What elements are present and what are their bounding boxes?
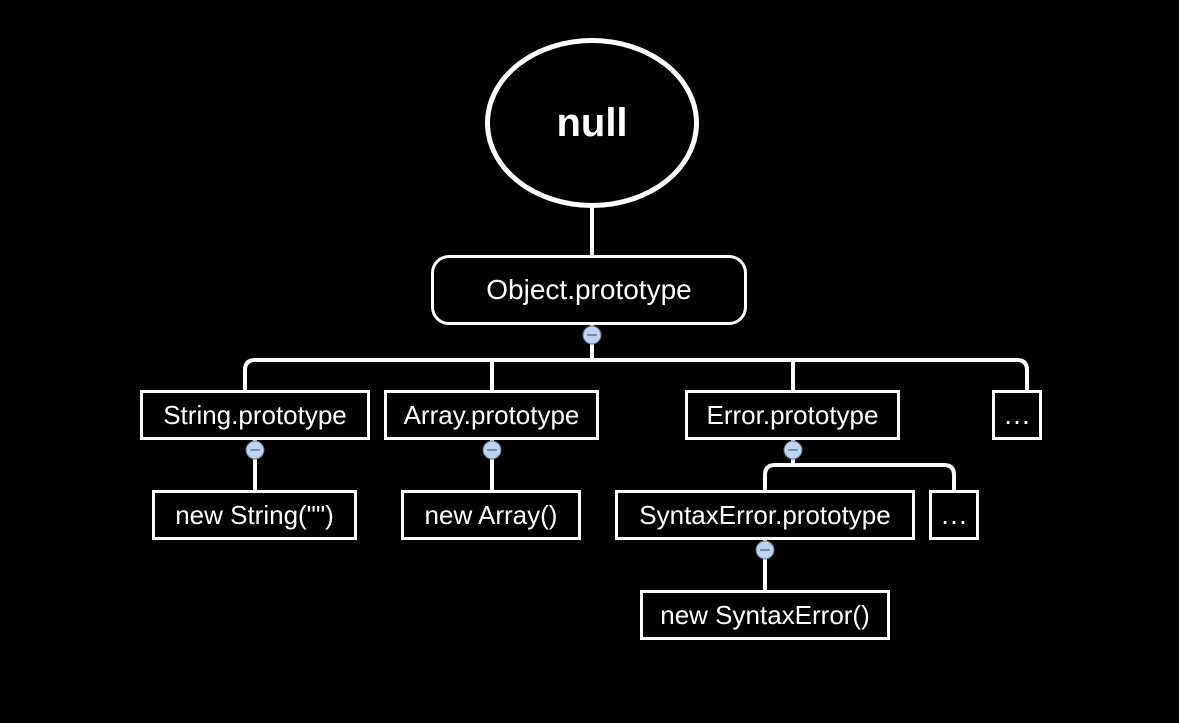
node-object-prototype: Object.prototype (431, 255, 747, 325)
node-more-errors-label: … (940, 499, 968, 531)
node-array-prototype-label: Array.prototype (404, 400, 580, 431)
diagram-canvas: null Object.prototype String.prototype A… (0, 0, 1179, 723)
node-more-prototypes-label: … (1003, 399, 1031, 431)
node-new-array-label: new Array() (425, 500, 558, 531)
node-syntaxerror-prototype: SyntaxError.prototype (615, 490, 915, 540)
node-new-syntaxerror-label: new SyntaxError() (660, 600, 870, 631)
node-array-prototype: Array.prototype (384, 390, 599, 440)
node-null-label: null (556, 101, 627, 146)
node-new-string-label: new String("") (175, 500, 334, 531)
node-error-prototype-label: Error.prototype (707, 400, 879, 431)
node-more-prototypes: … (992, 390, 1042, 440)
node-new-syntaxerror: new SyntaxError() (640, 590, 890, 640)
node-error-prototype: Error.prototype (685, 390, 900, 440)
node-object-prototype-label: Object.prototype (486, 274, 691, 306)
node-new-array: new Array() (401, 490, 581, 540)
node-new-string: new String("") (152, 490, 357, 540)
node-null: null (485, 38, 699, 208)
node-string-prototype-label: String.prototype (163, 400, 347, 431)
node-string-prototype: String.prototype (140, 390, 370, 440)
node-syntaxerror-prototype-label: SyntaxError.prototype (639, 500, 890, 531)
node-more-errors: … (929, 490, 979, 540)
